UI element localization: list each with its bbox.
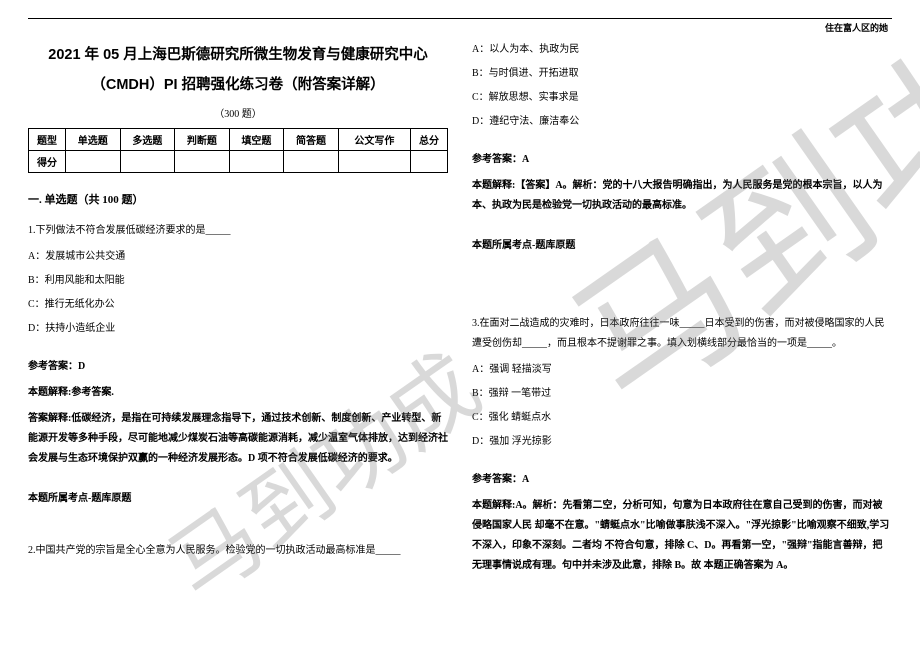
q2-opt-d: D：遵纪守法、廉洁奉公 bbox=[472, 112, 892, 132]
q2-stem: 2.中国共产党的宗旨是全心全意为人民服务。检验党的一切执政活动最高标准是____… bbox=[28, 541, 448, 561]
q1-opt-d: D：扶持小造纸企业 bbox=[28, 319, 448, 339]
td-empty bbox=[175, 150, 230, 172]
td-label: 得分 bbox=[29, 150, 66, 172]
td-empty bbox=[65, 150, 120, 172]
q2-explain: 本题解释:【答案】A。解析：党的十八大报告明确指出，为人民服务是党的根本宗旨，以… bbox=[472, 176, 892, 216]
q2-opt-c: C：解放思想、实事求是 bbox=[472, 88, 892, 108]
th: 多选题 bbox=[120, 128, 175, 150]
q2-topic: 本题所属考点-题库原题 bbox=[472, 236, 892, 256]
q1-opt-b: B：利用风能和太阳能 bbox=[28, 271, 448, 291]
question-count: （300 题） bbox=[28, 105, 448, 120]
header-right-text: 住在富人区的她 bbox=[28, 21, 892, 34]
q3-opt-a: A：强调 轻描淡写 bbox=[472, 360, 892, 380]
th: 总分 bbox=[410, 128, 447, 150]
q2-opt-b: B：与时俱进、开拓进取 bbox=[472, 64, 892, 84]
q3-explain: 本题解释:A。解析：先看第二空，分析可知，句意为日本政府往在意自己受到的伤害，而… bbox=[472, 496, 892, 576]
th: 填空题 bbox=[229, 128, 284, 150]
q1-opt-c: C：推行无纸化办公 bbox=[28, 295, 448, 315]
th: 判断题 bbox=[175, 128, 230, 150]
th: 题型 bbox=[29, 128, 66, 150]
td-empty bbox=[410, 150, 447, 172]
q1-answer: 参考答案：D bbox=[28, 357, 448, 377]
th: 公文写作 bbox=[338, 128, 410, 150]
table-row: 得分 bbox=[29, 150, 448, 172]
th: 简答题 bbox=[284, 128, 339, 150]
q1-topic: 本题所属考点-题库原题 bbox=[28, 489, 448, 509]
td-empty bbox=[284, 150, 339, 172]
q2-opt-a: A：以人为本、执政为民 bbox=[472, 40, 892, 60]
q1-explain-body: 答案解释:低碳经济，是指在可持续发展理念指导下，通过技术创新、制度创新、产业转型… bbox=[28, 409, 448, 469]
q3-opt-d: D：强加 浮光掠影 bbox=[472, 432, 892, 452]
td-empty bbox=[338, 150, 410, 172]
right-column: A：以人为本、执政为民 B：与时俱进、开拓进取 C：解放思想、实事求是 D：遵纪… bbox=[472, 40, 892, 582]
header-rule bbox=[28, 18, 892, 19]
q3-answer: 参考答案：A bbox=[472, 470, 892, 490]
title-line-1: 2021 年 05 月上海巴斯德研究所微生物发育与健康研究中心 bbox=[28, 40, 448, 70]
section-heading: 一. 单选题（共 100 题） bbox=[28, 191, 448, 207]
q1-stem: 1.下列做法不符合发展低碳经济要求的是_____ bbox=[28, 221, 448, 241]
td-empty bbox=[120, 150, 175, 172]
doc-title: 2021 年 05 月上海巴斯德研究所微生物发育与健康研究中心 （CMDH）PI… bbox=[28, 40, 448, 101]
q1-explain-label: 本题解释:参考答案. bbox=[28, 383, 448, 403]
left-column: 2021 年 05 月上海巴斯德研究所微生物发育与健康研究中心 （CMDH）PI… bbox=[28, 40, 448, 582]
td-empty bbox=[229, 150, 284, 172]
q2-answer: 参考答案：A bbox=[472, 150, 892, 170]
q3-opt-c: C：强化 蜻蜓点水 bbox=[472, 408, 892, 428]
table-row: 题型 单选题 多选题 判断题 填空题 简答题 公文写作 总分 bbox=[29, 128, 448, 150]
q1-opt-a: A：发展城市公共交通 bbox=[28, 247, 448, 267]
score-table: 题型 单选题 多选题 判断题 填空题 简答题 公文写作 总分 得分 bbox=[28, 128, 448, 173]
title-line-2: （CMDH）PI 招聘强化练习卷（附答案详解） bbox=[28, 70, 448, 100]
q3-stem: 3.在面对二战造成的灾难时，日本政府往往一味_____日本受到的伤害，而对被侵略… bbox=[472, 314, 892, 354]
two-column-layout: 2021 年 05 月上海巴斯德研究所微生物发育与健康研究中心 （CMDH）PI… bbox=[28, 40, 892, 582]
th: 单选题 bbox=[65, 128, 120, 150]
q3-opt-b: B：强辩 一笔带过 bbox=[472, 384, 892, 404]
